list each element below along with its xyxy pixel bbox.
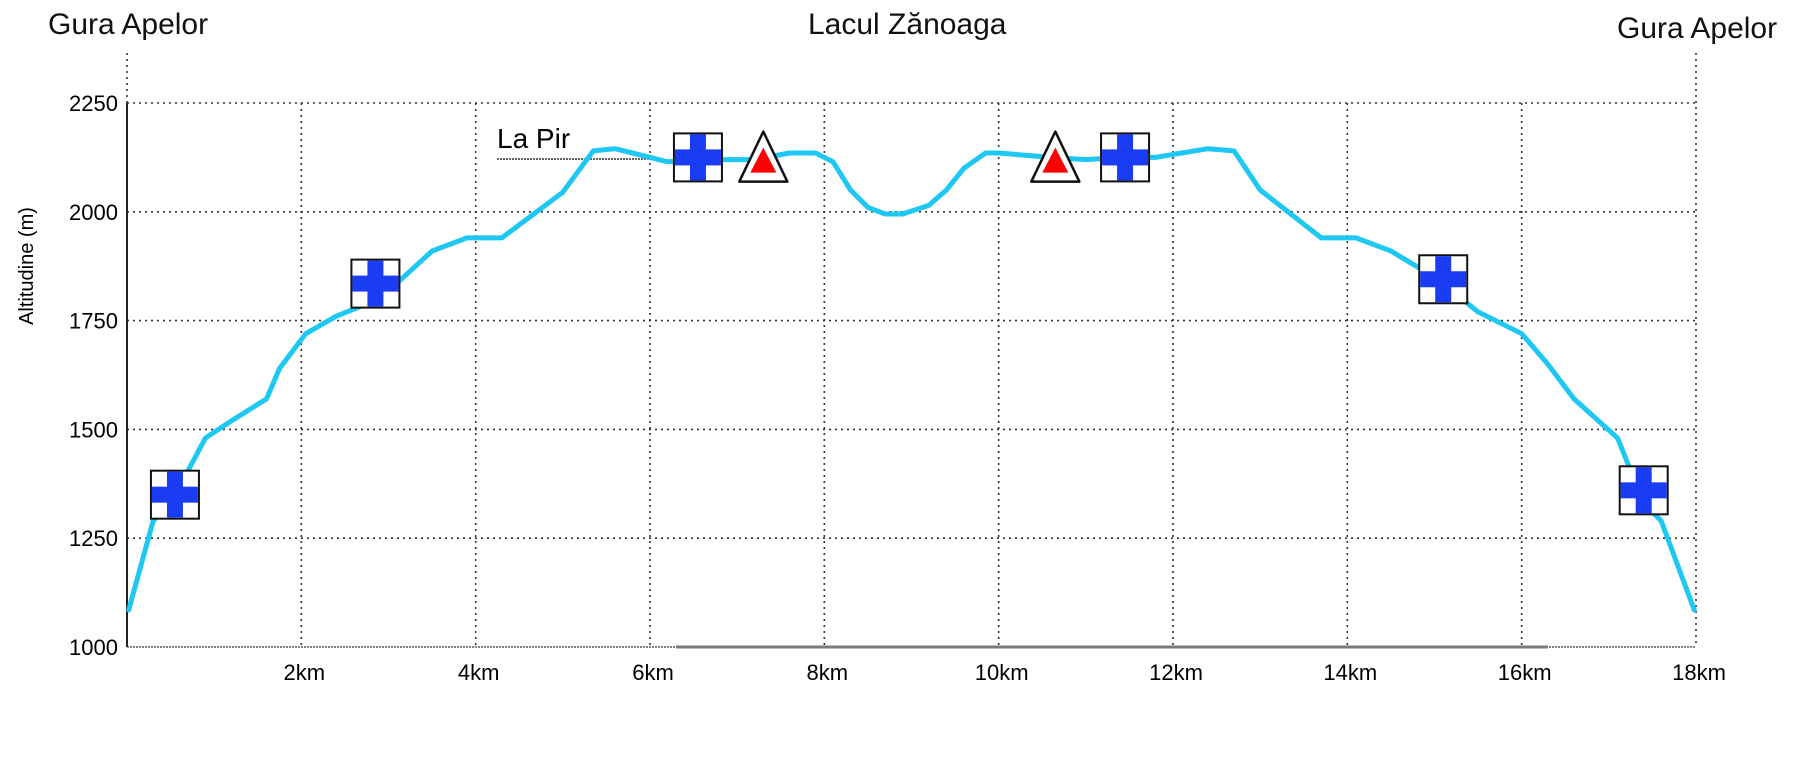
- mountain-cross-marker-icon: [1100, 132, 1151, 183]
- mountain-cross-marker-icon: [350, 258, 401, 309]
- y-tick-label: 1500: [69, 417, 118, 442]
- x-tick-label: 16km: [1498, 660, 1552, 685]
- chart-axes: [126, 103, 1696, 649]
- y-tick-label: 2000: [69, 200, 118, 225]
- start-location-label: Gura Apelor: [48, 8, 209, 41]
- x-tick-label: 12km: [1149, 660, 1203, 685]
- x-tick-label: 14km: [1323, 660, 1377, 685]
- x-tick-label: 2km: [284, 660, 326, 685]
- y-axis-ticks: 1000 1250 1500 1750 2000 2250: [69, 91, 118, 660]
- elevation-profile-line: [126, 146, 1697, 613]
- x-tick-label: 18km: [1672, 660, 1726, 685]
- trail-markers: [149, 130, 1669, 520]
- end-location-label: Gura Apelor: [1617, 12, 1778, 45]
- la-pir-label: La Pir: [497, 123, 570, 154]
- peak-triangle-marker-icon: [1030, 130, 1081, 183]
- x-tick-label: 6km: [632, 660, 674, 685]
- mountain-cross-marker-icon: [1618, 465, 1669, 516]
- x-axis-ticks: 2km 4km 6km 8km 10km 12km 14km 16km 18km: [284, 660, 1726, 685]
- x-tick-label: 4km: [458, 660, 500, 685]
- mountain-cross-marker-icon: [1418, 254, 1469, 305]
- peak-triangle-marker-icon: [738, 130, 789, 183]
- y-tick-label: 1250: [69, 526, 118, 551]
- la-pir-annotation: La Pir: [497, 123, 651, 160]
- mountain-cross-marker-icon: [672, 132, 723, 183]
- mountain-cross-marker-icon: [149, 469, 200, 520]
- y-tick-label: 2250: [69, 91, 118, 116]
- lake-location-label: Lacul Zănoaga: [808, 8, 1007, 41]
- x-tick-label: 10km: [975, 660, 1029, 685]
- y-tick-label: 1000: [69, 635, 118, 660]
- chart-grid: [126, 53, 1697, 647]
- y-axis-label: Altitudine (m): [16, 207, 38, 325]
- y-tick-label: 1750: [69, 309, 118, 334]
- x-tick-label: 8km: [807, 660, 849, 685]
